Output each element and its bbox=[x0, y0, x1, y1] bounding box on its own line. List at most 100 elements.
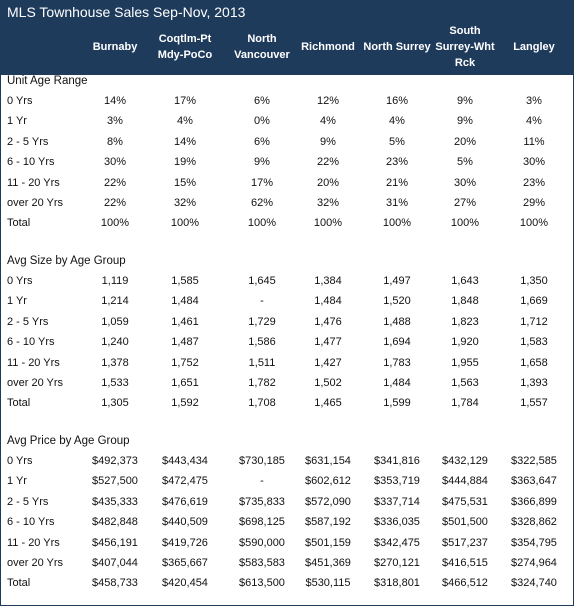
column-header-line: Coqtlm-Pt bbox=[158, 33, 212, 45]
table-cell: 20% bbox=[316, 176, 340, 189]
table-row: 2 - 5 Yrs 8% 14% 6% 9% 5% 20% 11% bbox=[1, 132, 573, 152]
table-cell: 6% bbox=[254, 135, 270, 148]
table-cell: $631,154 bbox=[305, 455, 351, 467]
table-row: Total 100% 100% 100% 100% 100% 100% 100% bbox=[1, 213, 573, 233]
table-cell: $530,115 bbox=[305, 577, 351, 590]
table-cell: 1,708 bbox=[248, 397, 276, 410]
table-cell: 100% bbox=[100, 217, 130, 230]
table-cell: 1,920 bbox=[451, 336, 479, 349]
table-cell: 100% bbox=[519, 217, 549, 230]
table-cell: 1,599 bbox=[383, 397, 411, 410]
table-cell: 27% bbox=[453, 197, 477, 209]
table-cell: 9% bbox=[457, 95, 473, 107]
table-cell: 62% bbox=[250, 197, 274, 209]
table-row: 11 - 20 Yrs $456,191 $419,726 $590,000 $501,… bbox=[1, 533, 573, 553]
table-cell: 4% bbox=[526, 115, 542, 128]
table-cell: $336,035 bbox=[374, 516, 420, 529]
table-cell: $435,333 bbox=[92, 495, 138, 508]
table-cell: - bbox=[260, 295, 264, 308]
table-cell: 1,694 bbox=[383, 336, 411, 349]
table-cell: 1,729 bbox=[248, 315, 276, 328]
table-cell: 32% bbox=[173, 197, 197, 209]
table-cell: $342,475 bbox=[374, 536, 420, 549]
column-header-line: Surrey-Wht bbox=[435, 41, 495, 53]
table-cell: $466,512 bbox=[442, 577, 488, 590]
row-label: over 20 Yrs bbox=[7, 557, 64, 569]
column-header: Richmond bbox=[296, 19, 360, 75]
table-cell: 17% bbox=[173, 95, 197, 107]
table-cell: $366,899 bbox=[511, 495, 557, 508]
table-cell: 100% bbox=[450, 217, 480, 230]
table-cell: 4% bbox=[389, 115, 405, 128]
table-cell: 4% bbox=[177, 115, 193, 128]
table-row: over 20 Yrs 1,533 1,651 1,782 1,502 1,484 1,56… bbox=[1, 373, 573, 393]
table-cell: 9% bbox=[457, 115, 473, 128]
table-header: MLS Townhouse Sales Sep-Nov, 2013 Burnab… bbox=[1, 1, 573, 75]
table-cell: $572,090 bbox=[305, 495, 351, 508]
row-label: 1 Yr bbox=[7, 295, 27, 308]
table-cell: 30% bbox=[522, 156, 546, 169]
section-title: Avg Price by Age Group bbox=[7, 435, 130, 447]
table-cell: 1,477 bbox=[314, 336, 342, 349]
table-cell: $501,159 bbox=[305, 536, 351, 549]
table-row: 2 - 5 Yrs 1,059 1,461 1,729 1,476 1,488 1,823 1… bbox=[1, 312, 573, 332]
column-header: North Surrey bbox=[359, 19, 435, 75]
table-cell: 19% bbox=[173, 156, 197, 169]
column-header-line: South bbox=[449, 25, 481, 37]
table-cell: $590,000 bbox=[239, 536, 285, 549]
section-title: Unit Age Range bbox=[7, 75, 88, 87]
table-cell: 1,350 bbox=[520, 275, 548, 287]
table-cell: 1,461 bbox=[171, 315, 199, 328]
table-cell: $613,500 bbox=[239, 577, 285, 590]
table-row: Total $458,733 $420,454 $613,500 $530,115 $31… bbox=[1, 573, 573, 593]
column-header-line: Mdy-PoCo bbox=[157, 49, 213, 61]
table-cell: $583,583 bbox=[239, 557, 285, 569]
table-cell: 1,643 bbox=[451, 275, 479, 287]
row-label: 0 Yrs bbox=[7, 95, 33, 107]
column-header-line: North bbox=[247, 33, 277, 45]
table-cell: 100% bbox=[170, 217, 200, 230]
table-row: Total 1,305 1,592 1,708 1,465 1,599 1,784 1,557 bbox=[1, 393, 573, 413]
table-cell: 1,240 bbox=[101, 336, 129, 349]
row-label: 2 - 5 Yrs bbox=[7, 315, 49, 328]
table-cell: 5% bbox=[457, 156, 473, 169]
row-label: 6 - 10 Yrs bbox=[7, 156, 55, 169]
column-header-line: Burnaby bbox=[92, 41, 138, 53]
table-cell: 1,782 bbox=[248, 377, 276, 389]
table-cell: 1,585 bbox=[171, 275, 199, 287]
table-cell: $337,714 bbox=[374, 495, 420, 508]
row-label: 1 Yr bbox=[7, 115, 27, 128]
table-cell: 1,511 bbox=[248, 356, 276, 369]
table-title: MLS Townhouse Sales Sep-Nov, 2013 bbox=[7, 4, 246, 20]
table-row: over 20 Yrs $407,044 $365,667 $583,583 $451,… bbox=[1, 553, 573, 573]
table-cell: $341,816 bbox=[374, 455, 420, 467]
table-row: 0 Yrs $492,373 $443,434 $730,185 $631,154 $34… bbox=[1, 451, 573, 471]
table-cell: $475,531 bbox=[442, 495, 488, 508]
table-cell: $274,964 bbox=[511, 557, 557, 569]
table-row: 11 - 20 Yrs 22% 15% 17% 20% 21% 30% 23% bbox=[1, 173, 573, 193]
table-cell: 14% bbox=[173, 135, 197, 148]
table-cell: $328,862 bbox=[511, 516, 557, 529]
table-cell: 4% bbox=[320, 115, 336, 128]
table-cell: $365,667 bbox=[162, 557, 208, 569]
row-label: 11 - 20 Yrs bbox=[7, 536, 60, 549]
column-header: Langley bbox=[504, 19, 564, 75]
table-cell: $456,191 bbox=[92, 536, 138, 549]
table-cell: 1,645 bbox=[248, 275, 276, 287]
table-cell: 32% bbox=[316, 197, 340, 209]
table-cell: 0% bbox=[254, 115, 270, 128]
table-cell: 20% bbox=[453, 135, 477, 148]
table-cell: 1,586 bbox=[248, 336, 276, 349]
table-cell: $407,044 bbox=[92, 557, 138, 569]
table-cell: $476,619 bbox=[162, 495, 208, 508]
row-label: 6 - 10 Yrs bbox=[7, 516, 55, 529]
table-cell: $517,237 bbox=[442, 536, 488, 549]
table-cell: 3% bbox=[526, 95, 542, 107]
table-cell: 3% bbox=[107, 115, 123, 128]
row-label: over 20 Yrs bbox=[7, 197, 64, 209]
table-row: 6 - 10 Yrs 1,240 1,487 1,586 1,477 1,694 1,920… bbox=[1, 332, 573, 352]
table-cell: 31% bbox=[385, 197, 409, 209]
table-cell: 1,592 bbox=[171, 397, 199, 410]
table-cell: $482,848 bbox=[92, 516, 138, 529]
table-cell: 30% bbox=[103, 156, 127, 169]
